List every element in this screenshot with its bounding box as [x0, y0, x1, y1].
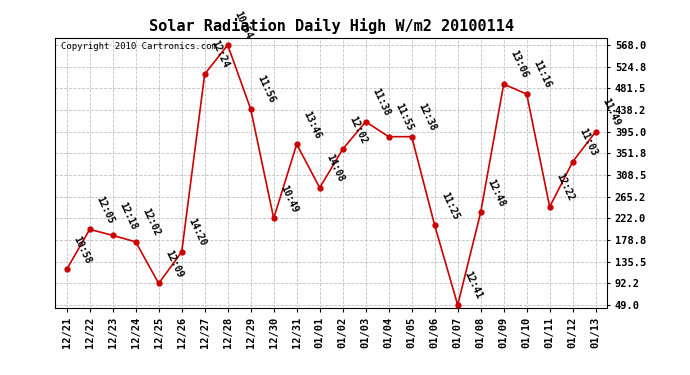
- Text: 11:16: 11:16: [531, 59, 552, 90]
- Text: 13:06: 13:06: [508, 49, 529, 80]
- Text: 12:24: 12:24: [209, 39, 230, 70]
- Text: 13:46: 13:46: [301, 109, 322, 140]
- Text: 11:25: 11:25: [439, 190, 460, 221]
- Text: 10:58: 10:58: [71, 234, 92, 265]
- Text: 11:55: 11:55: [393, 102, 414, 132]
- Title: Solar Radiation Daily High W/m2 20100114: Solar Radiation Daily High W/m2 20100114: [149, 18, 513, 33]
- Text: 11:49: 11:49: [600, 97, 621, 128]
- Text: Copyright 2010 Cartronics.com: Copyright 2010 Cartronics.com: [61, 42, 217, 51]
- Text: 12:38: 12:38: [416, 102, 437, 132]
- Text: 10:49: 10:49: [278, 183, 299, 214]
- Text: 12:22: 12:22: [554, 172, 575, 202]
- Text: 10:54: 10:54: [232, 10, 253, 41]
- Text: 12:09: 12:09: [163, 249, 184, 279]
- Text: 14:20: 14:20: [186, 217, 207, 248]
- Text: 12:41: 12:41: [462, 270, 483, 301]
- Text: 12:02: 12:02: [140, 207, 161, 238]
- Text: 14:08: 14:08: [324, 153, 345, 184]
- Text: 12:18: 12:18: [117, 200, 138, 231]
- Text: 12:48: 12:48: [485, 177, 506, 208]
- Text: 11:03: 11:03: [577, 127, 598, 158]
- Text: 12:05: 12:05: [94, 194, 115, 225]
- Text: 11:38: 11:38: [370, 87, 391, 117]
- Text: 11:56: 11:56: [255, 74, 276, 105]
- Text: 12:02: 12:02: [347, 114, 368, 145]
